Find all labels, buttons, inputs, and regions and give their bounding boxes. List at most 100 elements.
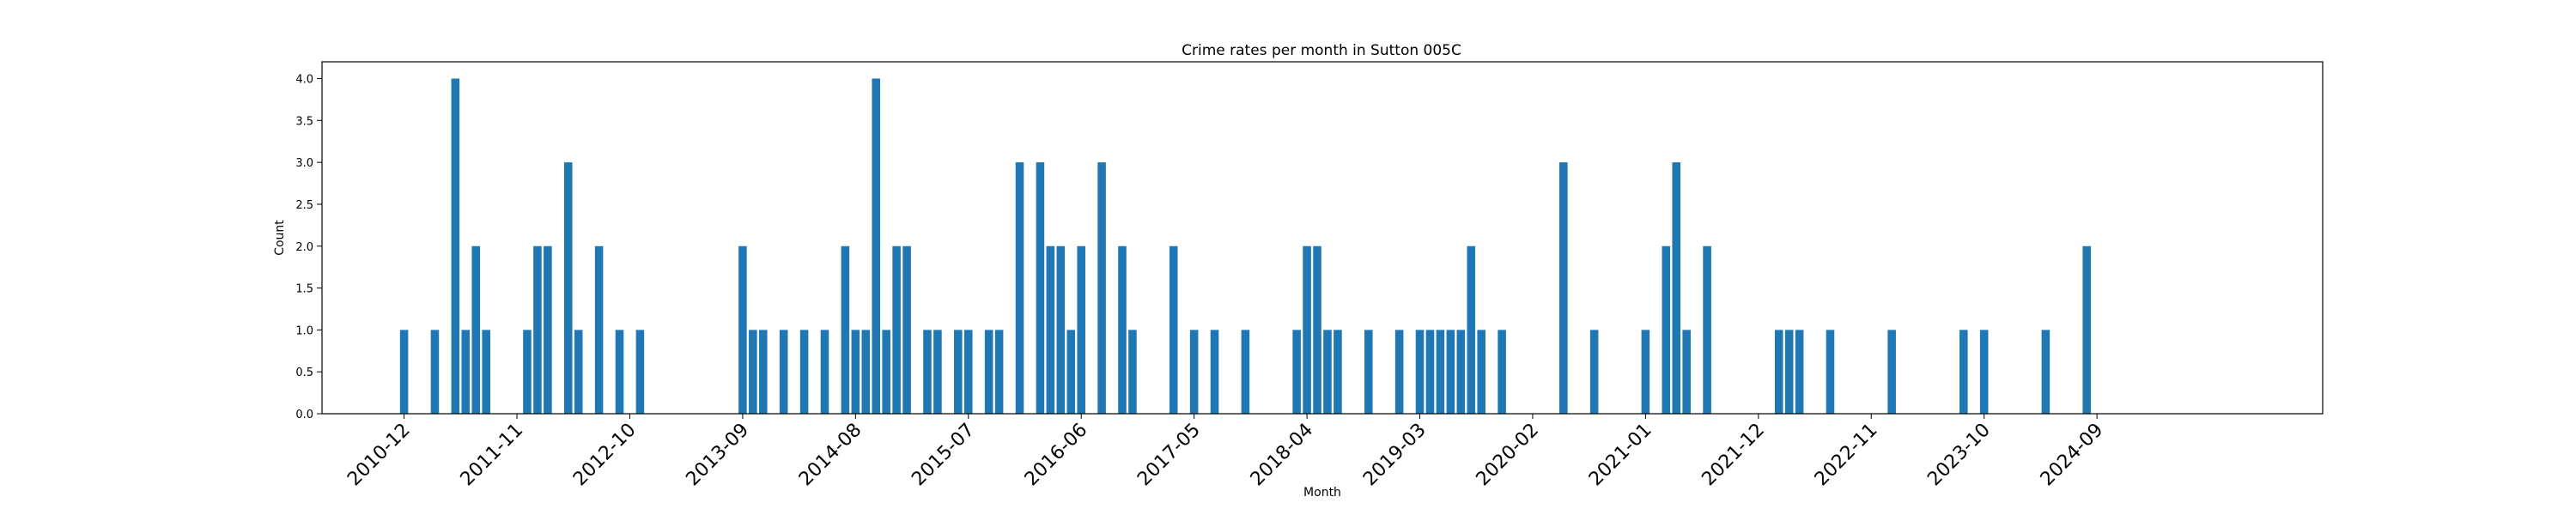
bar-2015-03 <box>923 330 932 414</box>
x-tick-label: 2016-06 <box>1021 420 1092 491</box>
x-tick-label: 2012-10 <box>569 420 641 491</box>
x-tick-label: 2022-11 <box>1811 420 1882 491</box>
bar-2019-05 <box>1436 330 1445 414</box>
y-tick-label: 1.0 <box>295 324 313 337</box>
bar-2011-05 <box>451 78 460 415</box>
bar-2014-08 <box>851 330 860 414</box>
x-tick-label: 2023-10 <box>1923 420 1995 491</box>
x-axis-label: Month <box>1303 486 1341 500</box>
bar-2013-10 <box>749 330 757 414</box>
bar-2014-03 <box>799 330 809 414</box>
bar-2016-02 <box>1036 162 1045 414</box>
x-axis: 2010-12 2011-11 2012-10 2013-09 2014-08 2015-… <box>343 414 2107 490</box>
bar-2012-07 <box>594 245 604 414</box>
x-tick-label: 2021-01 <box>1585 420 1656 491</box>
bar-2011-12 <box>523 330 532 414</box>
y-tick-label: 2.0 <box>295 241 313 254</box>
bar-2018-06 <box>1323 330 1332 414</box>
bar-2012-04 <box>563 162 573 414</box>
bar-2023-08 <box>1959 330 1968 414</box>
bar-2019-06 <box>1446 330 1455 414</box>
bar-2019-03 <box>1415 330 1425 414</box>
bar-2014-12 <box>892 245 901 414</box>
x-tick-label: 2021-12 <box>1698 420 1769 491</box>
x-tick-label: 2018-04 <box>1247 420 1318 491</box>
bar-2016-05 <box>1066 330 1076 414</box>
bar-2014-01 <box>779 330 788 414</box>
bar-2017-10 <box>1241 330 1250 414</box>
x-tick-label: 2019-03 <box>1359 420 1431 491</box>
bar-2012-02 <box>544 245 552 414</box>
bar-2024-04 <box>2041 330 2050 414</box>
bar-2015-07 <box>963 330 973 414</box>
bar-2011-03 <box>430 330 440 414</box>
bar-2015-01 <box>902 245 911 414</box>
bar-2016-08 <box>1097 162 1106 414</box>
bar-2023-01 <box>1887 330 1896 414</box>
bar-2022-02 <box>1774 330 1783 414</box>
x-tick-label: 2011-11 <box>457 420 528 491</box>
bar-2014-07 <box>841 245 850 414</box>
y-tick-label: 1.5 <box>295 283 313 296</box>
bar-2023-10 <box>1979 330 1989 414</box>
bar-2019-04 <box>1425 330 1435 414</box>
x-tick-label: 2013-09 <box>682 420 753 491</box>
bar-2012-09 <box>615 330 624 414</box>
bar-2016-06 <box>1077 245 1085 414</box>
bar-2011-08 <box>482 330 490 414</box>
bar-2015-04 <box>933 330 942 414</box>
x-tick-label: 2020-02 <box>1473 420 1544 491</box>
bar-2019-11 <box>1498 330 1506 414</box>
y-axis: 0.0 0.5 1.0 1.5 2.0 2.5 3.0 3.5 4.0 <box>295 74 322 421</box>
bar-2021-07 <box>1703 245 1711 414</box>
bar-2019-08 <box>1467 245 1476 414</box>
bar-2015-06 <box>954 330 963 414</box>
bar-2012-01 <box>533 245 542 414</box>
bar-2021-01 <box>1641 330 1650 414</box>
bar-2018-05 <box>1313 245 1321 414</box>
x-tick-label: 2024-09 <box>2037 420 2108 491</box>
bar-2018-07 <box>1334 330 1342 414</box>
y-tick-label: 3.5 <box>295 115 313 128</box>
bar-2016-10 <box>1118 245 1127 414</box>
bar-2014-05 <box>820 330 829 414</box>
bar-2014-10 <box>872 78 881 415</box>
bar-2016-11 <box>1128 330 1137 414</box>
bar-2017-05 <box>1189 330 1199 414</box>
bar-2014-11 <box>882 330 890 414</box>
bar-2020-08 <box>1589 330 1599 414</box>
y-tick-label: 2.5 <box>295 199 313 212</box>
chart-title: Crime rates per month in Sutton 005C <box>1182 42 1461 59</box>
bar-2019-07 <box>1456 330 1466 414</box>
y-tick-label: 0.0 <box>295 409 313 421</box>
bar-2015-10 <box>994 330 1004 414</box>
bar-2022-04 <box>1795 330 1804 414</box>
bar-2021-05 <box>1682 330 1691 414</box>
bar-2014-09 <box>861 330 871 414</box>
bar-2021-03 <box>1662 245 1671 414</box>
y-axis-label: Count <box>273 220 287 256</box>
y-tick-label: 4.0 <box>295 74 313 87</box>
bar-2019-01 <box>1394 330 1404 414</box>
bar-2013-09 <box>738 245 747 414</box>
bar-2013-11 <box>759 330 768 414</box>
bar-2010-12 <box>399 330 409 414</box>
plot-frame <box>321 61 2324 415</box>
bar-2019-09 <box>1477 330 1485 414</box>
bar-2017-03 <box>1169 245 1178 414</box>
bar-2018-03 <box>1292 330 1301 414</box>
x-tick-label: 2014-08 <box>795 420 866 491</box>
bar-2012-11 <box>635 330 645 414</box>
bar-2015-12 <box>1015 162 1024 414</box>
bar-2024-08 <box>2082 245 2091 414</box>
y-tick-label: 0.5 <box>295 367 313 379</box>
bar-2011-07 <box>471 245 481 414</box>
bar-2020-05 <box>1559 162 1568 414</box>
bar-2022-03 <box>1784 330 1794 414</box>
bar-2021-04 <box>1672 162 1681 414</box>
bar-2018-04 <box>1303 245 1311 414</box>
y-tick-label: 3.0 <box>295 157 313 170</box>
bar-2017-07 <box>1210 330 1219 414</box>
bar-2012-05 <box>574 330 583 414</box>
